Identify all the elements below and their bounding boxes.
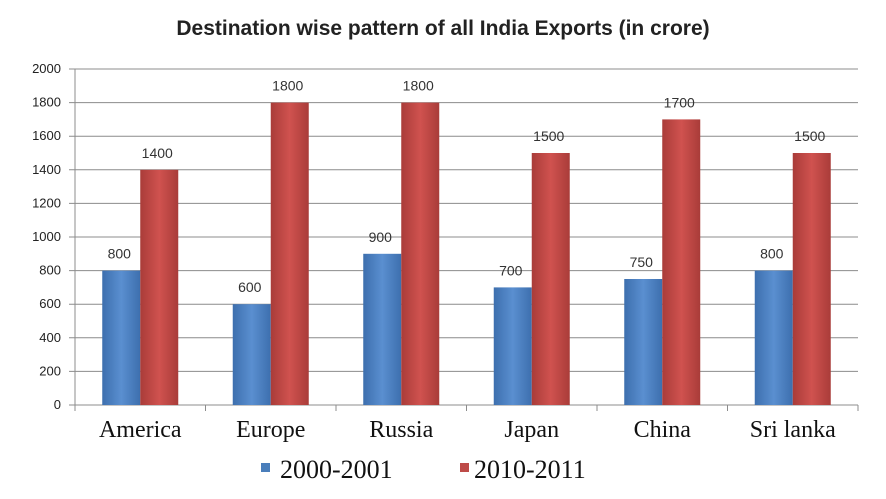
y-tick-label: 2000 [32, 61, 61, 76]
bar-2000-2001-china [624, 279, 663, 405]
gridlines [69, 68, 859, 411]
y-tick-label: 200 [39, 363, 61, 378]
data-label: 1500 [794, 128, 825, 144]
bar-2010-2011-japan [531, 153, 570, 405]
bars [102, 102, 831, 406]
legend: 2000-2001 2010-2011 [261, 455, 586, 484]
bar-2010-2011-russia [401, 102, 440, 405]
y-tick-label: 1800 [32, 95, 61, 110]
data-label: 900 [369, 229, 393, 245]
data-labels: 800 1400 600 1800 900 1800 700 1500 750 1700 800 15… [108, 78, 826, 296]
y-tick-label: 1000 [32, 229, 61, 244]
legend-swatch [261, 463, 270, 472]
bar-2000-2001-russia [363, 253, 402, 405]
x-tick-label: Sri lanka [750, 417, 836, 443]
y-axis-ticks: 0 200 400 600 800 1000 1200 1400 1600 1800 2000 [32, 61, 61, 412]
data-label: 1400 [142, 145, 173, 161]
x-tick-label: Europe [236, 417, 305, 443]
x-tick-label: China [634, 417, 692, 443]
data-label: 1800 [403, 78, 434, 94]
y-tick-label: 600 [39, 296, 61, 311]
chart-title: Destination wise pattern of all India Ex… [176, 17, 709, 40]
bar-2000-2001-america [102, 270, 141, 405]
bar-2000-2001-europe [232, 304, 271, 405]
data-label: 800 [108, 246, 132, 262]
data-label: 800 [760, 246, 784, 262]
data-label: 1700 [664, 94, 695, 110]
y-tick-label: 1200 [32, 195, 61, 210]
bar-2000-2001-sri-lanka [754, 270, 793, 405]
data-label: 700 [499, 262, 523, 278]
data-label: 600 [238, 279, 262, 295]
x-axis-ticks: America Europe Russia Japan China Sri lanka [99, 417, 836, 443]
x-tick-label: Japan [504, 417, 559, 443]
bar-2010-2011-europe [270, 102, 309, 405]
bar-2010-2011-china [662, 119, 701, 406]
y-tick-label: 0 [54, 397, 61, 412]
legend-label: 2010-2011 [474, 455, 586, 484]
bar-2010-2011-america [140, 169, 179, 405]
data-label: 1800 [272, 78, 303, 94]
y-tick-label: 1600 [32, 128, 61, 143]
legend-label: 2000-2001 [280, 455, 393, 484]
y-tick-label: 400 [39, 330, 61, 345]
data-label: 750 [630, 254, 654, 270]
y-tick-label: 800 [39, 263, 61, 278]
legend-swatch [460, 463, 469, 472]
bar-2000-2001-japan [493, 287, 532, 405]
x-tick-label: America [99, 417, 182, 443]
y-tick-label: 1400 [32, 162, 61, 177]
bar-2010-2011-sri-lanka [792, 153, 831, 405]
data-label: 1500 [533, 128, 564, 144]
x-tick-label: Russia [369, 417, 433, 443]
